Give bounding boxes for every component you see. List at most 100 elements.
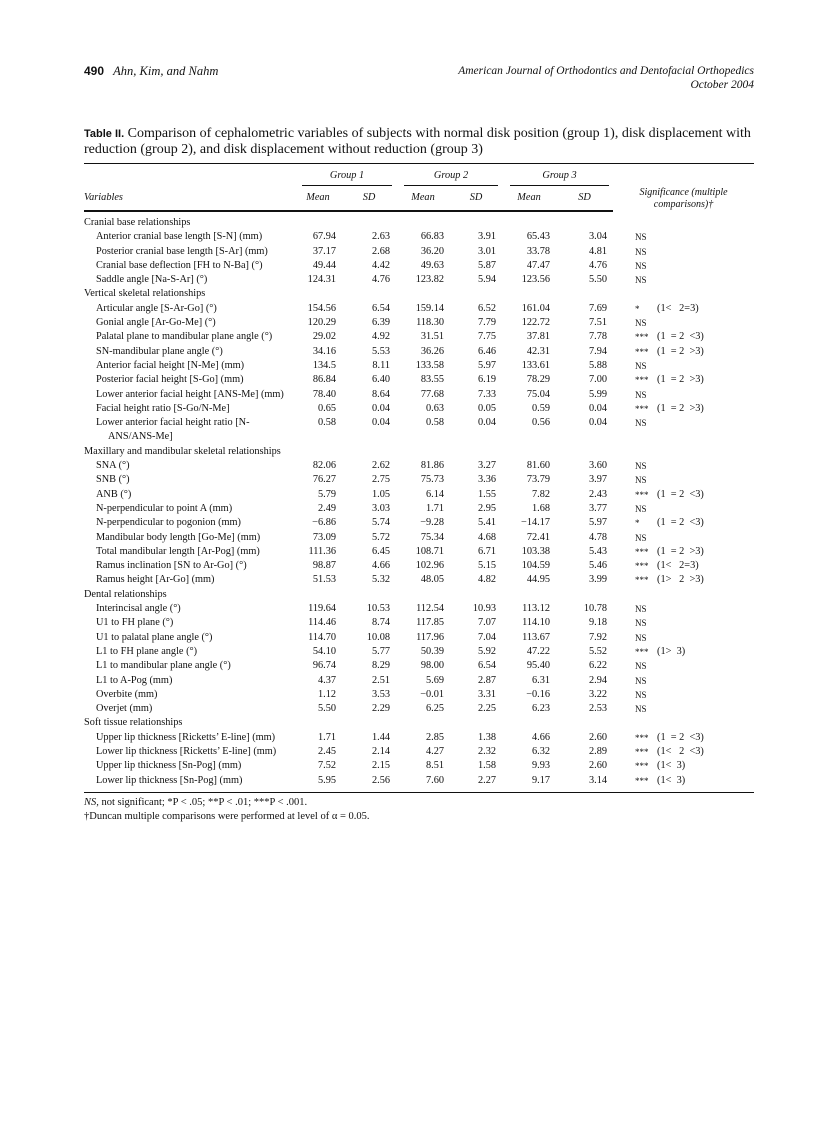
group-2-mean: 2.85 [425, 731, 445, 743]
group-2-sd: 5.87 [478, 259, 497, 271]
multiple-comparison [657, 631, 754, 645]
group-2-mean: 117.85 [416, 617, 445, 629]
group-2-sd: 6.52 [478, 302, 497, 314]
group-1-mean: −6.86 [312, 517, 336, 529]
group-1-sd: 3.03 [371, 502, 391, 514]
issue-date: October 2004 [690, 79, 754, 91]
group-2-sd: 6.46 [478, 345, 497, 357]
variable-label: L1 to A-Pog (mm) [96, 674, 173, 686]
significance-level: *** [635, 403, 649, 414]
multiple-comparison [657, 616, 754, 630]
significance-level: NS [635, 389, 647, 400]
group-1-mean: 5.95 [317, 774, 336, 786]
significance-level: NS [635, 604, 647, 615]
group-1-mean: 154.56 [307, 302, 336, 314]
group-3-mean: 75.04 [526, 388, 551, 400]
group-2-sd: 0.05 [478, 402, 497, 414]
table-row: Anterior facial height [N-Me] (mm) 134.5 8… [84, 359, 754, 373]
group-3-sd: 3.99 [589, 574, 608, 586]
variable-label: Ramus inclination [SN to Ar-Go] (°) [96, 560, 247, 572]
significance-level: *** [635, 746, 649, 757]
group-1-mean: 78.40 [312, 388, 336, 400]
significance-level: NS [635, 532, 647, 543]
group-3-mean: 133.61 [521, 359, 551, 371]
multiple-comparison: (1 = 2 >3) [657, 374, 704, 386]
variable-label: SN-mandibular plane angle (°) [96, 345, 223, 357]
group-1-sd: 2.75 [371, 474, 391, 486]
multiple-comparison [657, 688, 754, 702]
group-1-sd: 4.42 [371, 259, 391, 271]
group-3-sd: 4.81 [589, 245, 608, 257]
group-1-mean: 114.70 [308, 631, 336, 643]
group-1-mean: 0.65 [317, 402, 336, 414]
multiple-comparison: (1< 2 <3) [657, 745, 704, 757]
variable-label: Lower lip thickness [Sn-Pog] (mm) [96, 774, 243, 786]
mean-header: Mean [294, 192, 342, 212]
group-3-mean: 47.47 [526, 259, 551, 271]
group-3-sd: 2.60 [589, 731, 608, 743]
group-3-sd: 7.69 [589, 302, 608, 314]
group-3-mean: 7.82 [532, 488, 551, 500]
group-1-mean: 2.49 [317, 502, 336, 514]
group-3-mean: 37.81 [526, 331, 551, 343]
group-1-sd: 2.56 [371, 774, 391, 786]
group-3-mean: 4.66 [532, 731, 551, 743]
group-1-mean: 114.46 [308, 617, 336, 629]
multiple-comparison: (1< 3) [657, 760, 686, 772]
group-3-sd: 2.43 [589, 488, 608, 500]
group-3-sd: 3.04 [589, 231, 608, 243]
group-1-sd: 10.53 [366, 603, 391, 615]
group-1-sd: 2.51 [371, 674, 391, 686]
group-3-mean: 6.23 [532, 703, 551, 715]
significance-level: *** [635, 732, 649, 743]
group-3-mean: −14.17 [521, 517, 551, 529]
variable-label: Gonial angle [Ar-Go-Me] (°) [96, 317, 216, 329]
multiple-comparison: (1> 3) [657, 645, 686, 657]
group-2-mean: 75.73 [420, 474, 445, 486]
table-row: Facial height ratio [S-Go/N-Me] 0.65 0.04 0… [84, 402, 754, 416]
table-row: U1 to FH plane (°) 114.46 8.74 117.85 7.07 11… [84, 616, 754, 630]
group-1-mean: 37.17 [312, 245, 336, 257]
mean-header: Mean [396, 192, 451, 212]
table-row: U1 to palatal plane angle (°) 114.70 10.08… [84, 631, 754, 645]
group-2-mean: 0.58 [425, 417, 445, 429]
group-2-sd: 2.87 [478, 674, 497, 686]
variables-header: Variables [84, 192, 294, 212]
table-row: Mandibular body length [Go-Me] (mm) 73.09… [84, 531, 754, 545]
group-3-mean: 0.59 [532, 402, 551, 414]
group-1-mean: 51.53 [312, 574, 336, 586]
group-3-header: Group 3 [502, 163, 614, 192]
group-1-mean: 124.31 [307, 274, 336, 286]
table-row: Overbite (mm) 1.12 3.53 −0.01 3.31 −0.16 3.22 N… [84, 688, 754, 702]
significance-level: NS [635, 461, 647, 472]
significance-level: *** [635, 575, 649, 586]
variable-label: SNA (°) [96, 460, 130, 472]
multiple-comparison [657, 702, 754, 716]
group-3-sd: 4.76 [589, 259, 608, 271]
group-2-sd: 7.75 [478, 331, 497, 343]
group-2-sd: 1.38 [478, 731, 497, 743]
table-row: Total mandibular length [Ar-Pog] (mm) 111… [84, 545, 754, 559]
group-1-mean: 29.02 [312, 331, 336, 343]
group-2-sd: 1.58 [478, 760, 497, 772]
group-1-sd: 8.74 [371, 617, 391, 629]
group-1-sd: 5.77 [371, 645, 391, 657]
multiple-comparison [657, 659, 754, 673]
table-row: SN-mandibular plane angle (°) 34.16 5.53 36… [84, 345, 754, 359]
group-1-mean: 98.87 [312, 560, 336, 572]
group-1-sd: 1.05 [371, 488, 391, 500]
table-row: Ramus inclination [SN to Ar-Go] (°) 98.87… [84, 559, 754, 573]
group-2-mean: 133.58 [415, 359, 445, 371]
group-3-mean: 104.59 [521, 560, 551, 572]
group-2-sd: 10.93 [472, 603, 497, 615]
multiple-comparison [657, 273, 754, 287]
group-1-sd: 0.04 [371, 417, 391, 429]
significance-level: *** [635, 561, 649, 572]
group-1-mean: 1.12 [317, 688, 336, 700]
variable-label: Anterior facial height [N-Me] (mm) [96, 359, 245, 371]
table-row: Gonial angle [Ar-Go-Me] (°) 120.29 6.39 118… [84, 316, 754, 330]
group-2-mean: 36.20 [420, 245, 445, 257]
variable-label: Anterior cranial base length [S-N] (mm) [96, 231, 263, 243]
group-3-sd: 5.99 [589, 388, 608, 400]
multiple-comparison: (1 = 2 >3) [657, 345, 704, 357]
